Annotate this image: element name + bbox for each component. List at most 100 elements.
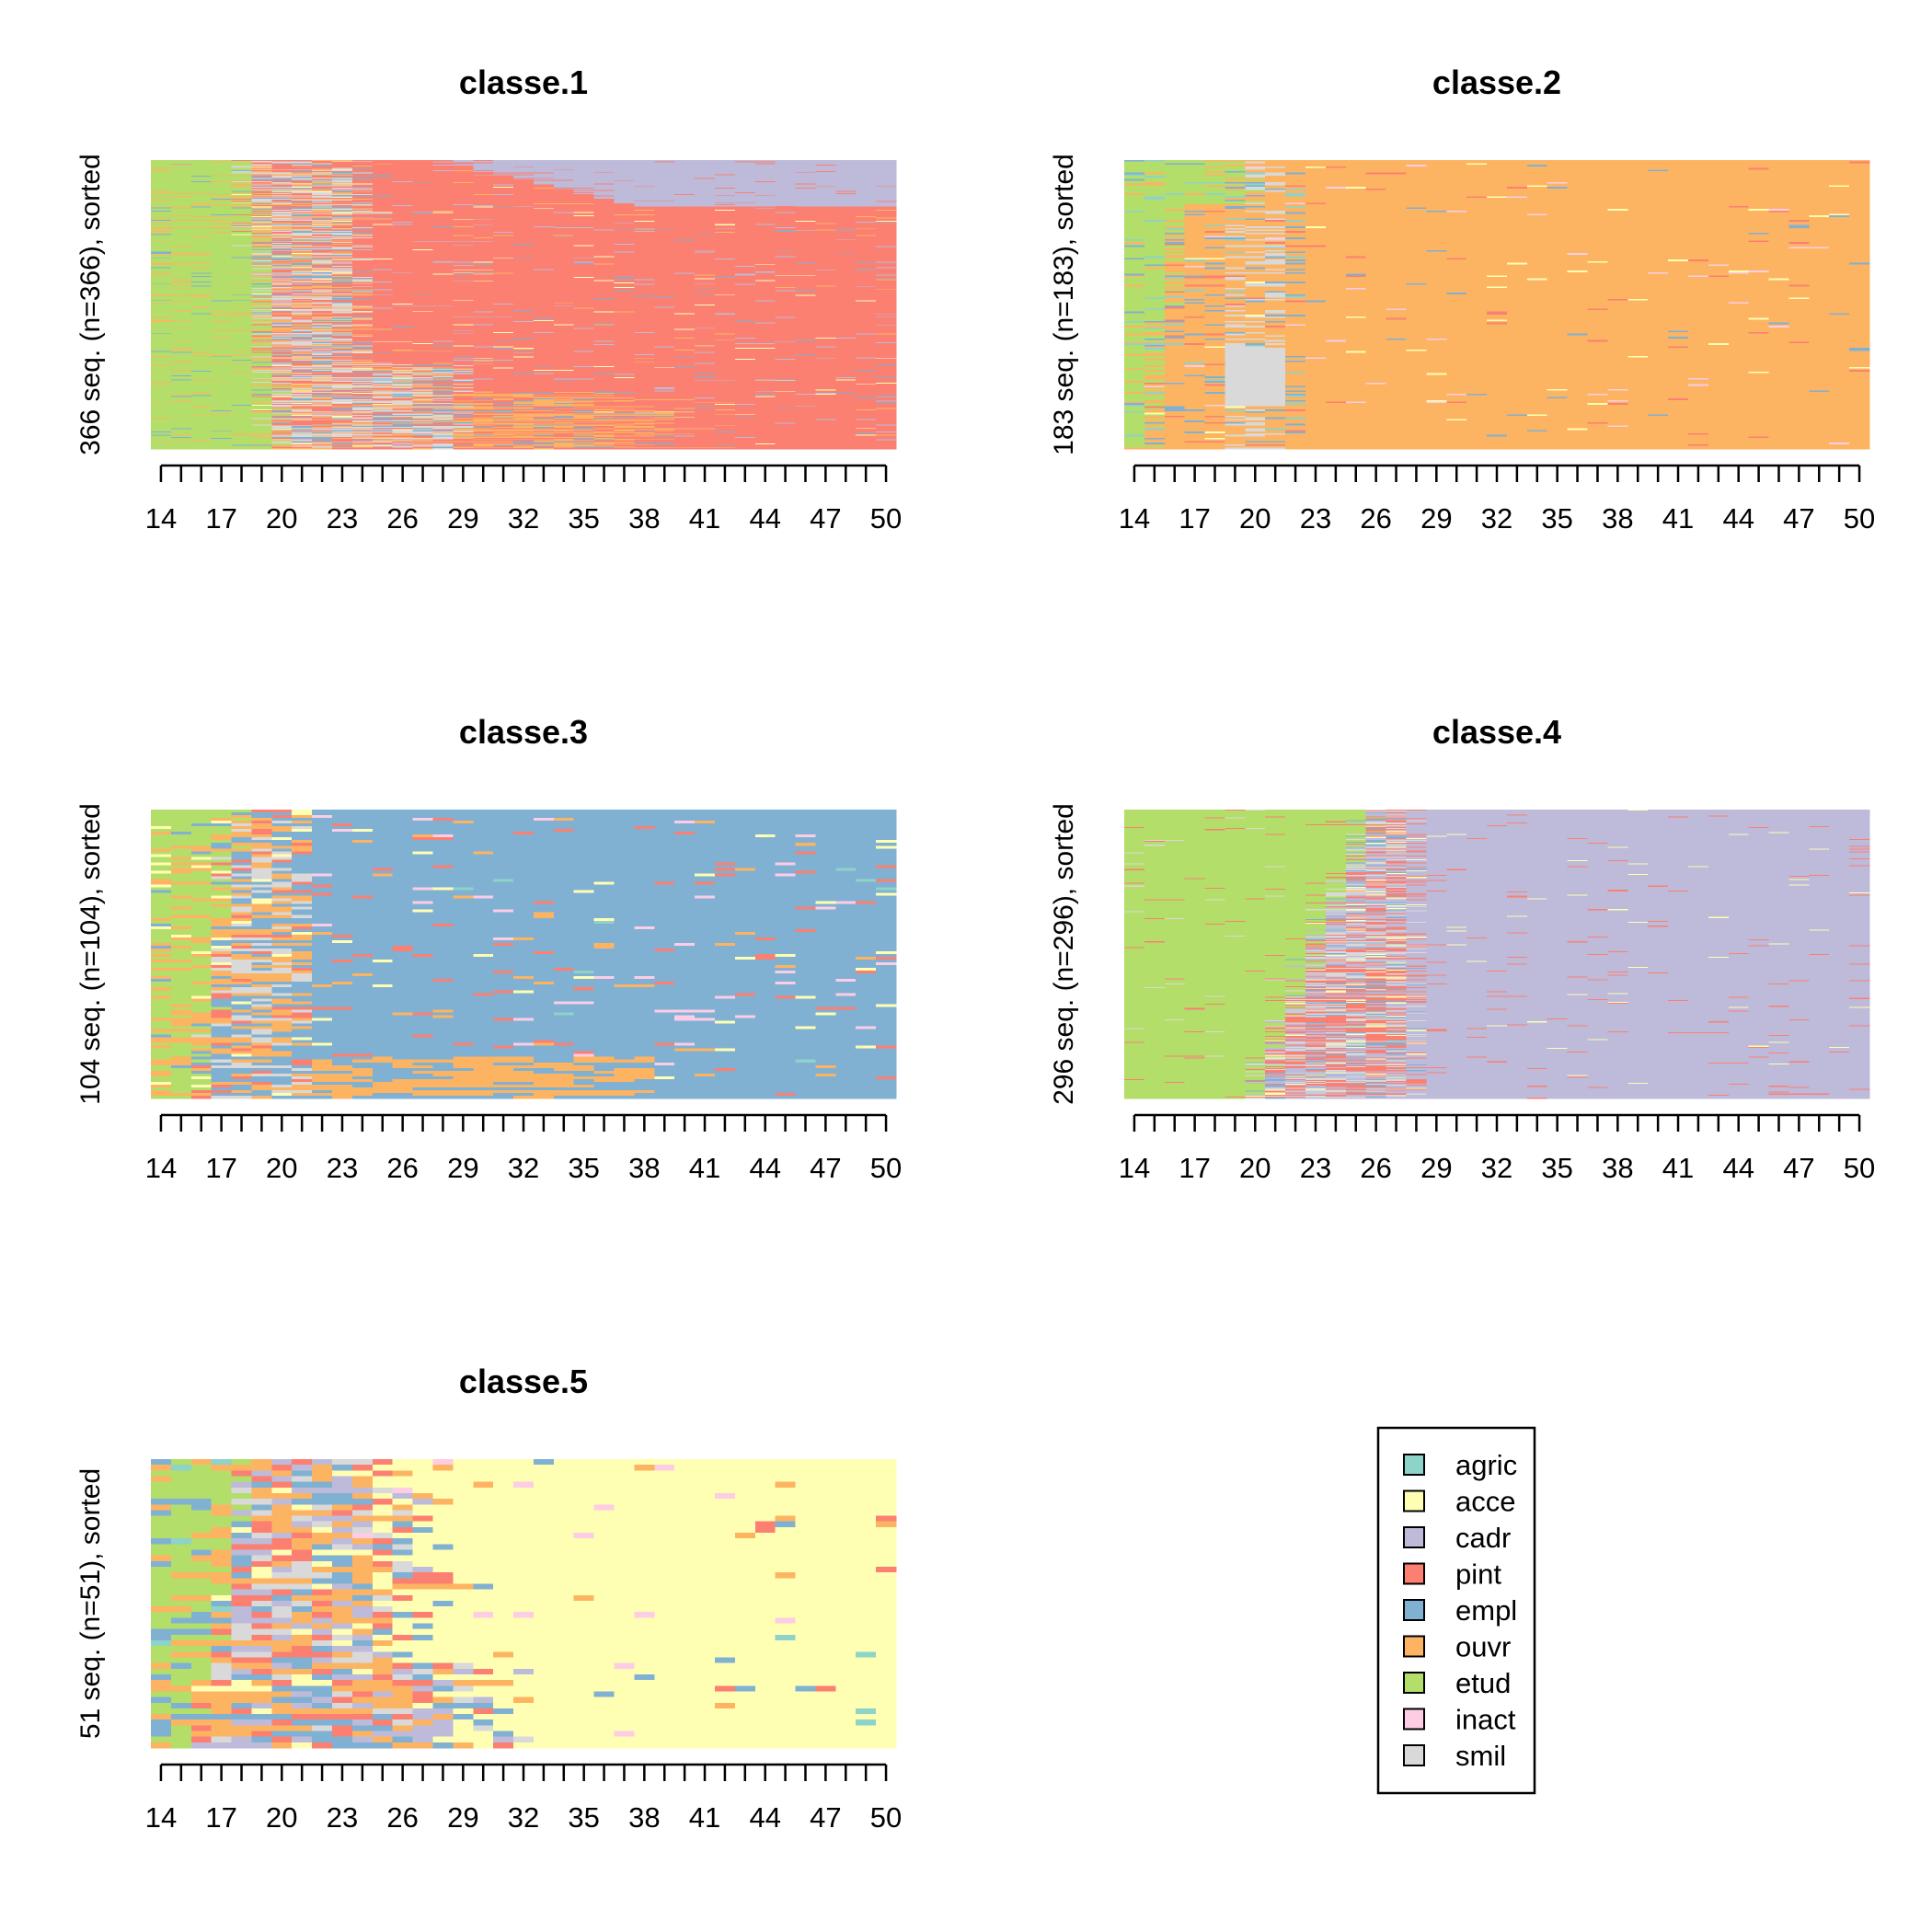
seq-segment-pint	[1768, 210, 1790, 213]
seq-segment-acce	[351, 336, 374, 338]
seq-segment-pint	[392, 427, 414, 430]
seq-segment-pint	[1365, 172, 1408, 176]
seq-segment-pint	[432, 429, 454, 431]
seq-segment-ouvr	[312, 431, 333, 433]
seq-segment-pint	[795, 287, 897, 289]
seq-segment-ouvr	[473, 360, 494, 362]
seq-segment-pint	[351, 190, 575, 192]
seq-segment-smil	[251, 309, 272, 311]
seq-segment-empl	[251, 248, 272, 251]
seq-segment-ouvr	[332, 184, 353, 187]
seq-segment-etud	[1164, 160, 1206, 163]
seq-segment-ouvr	[231, 815, 253, 819]
seq-segment-ouvr	[251, 245, 293, 247]
seq-segment-ouvr	[1285, 384, 1689, 386]
seq-segment-ouvr	[1204, 365, 1226, 368]
seq-segment-etud	[151, 162, 253, 165]
seq-segment-ouvr	[292, 898, 313, 903]
seq-segment-etud	[1124, 167, 1246, 170]
seq-segment-empl	[312, 369, 333, 371]
seq-segment-ouvr	[1164, 397, 1226, 399]
seq-segment-smil	[1225, 377, 1286, 381]
seq-segment-smil	[392, 394, 434, 397]
seq-segment-pint	[1748, 240, 1770, 243]
seq-segment-pint	[372, 282, 696, 285]
seq-segment-empl	[493, 444, 514, 447]
seq-segment-ouvr	[1285, 254, 1870, 258]
seq-segment-ouvr	[1305, 431, 1870, 434]
seq-segment-pint	[351, 230, 776, 232]
seq-segment-smil	[312, 226, 333, 228]
seq-segment-smil	[251, 870, 272, 875]
seq-segment-cadr	[714, 314, 736, 316]
seq-segment-ouvr	[170, 914, 213, 919]
seq-segment-ouvr	[1265, 176, 1870, 178]
seq-segment-smil	[1265, 293, 1286, 295]
seq-segment-etud	[151, 171, 233, 173]
seq-segment-etud	[151, 222, 233, 224]
seq-segment-empl	[312, 840, 353, 844]
seq-segment-etud	[151, 369, 253, 371]
seq-segment-pint	[876, 227, 897, 230]
seq-segment-ouvr	[332, 253, 353, 255]
seq-segment-ouvr	[170, 310, 192, 312]
seq-segment-etud	[151, 409, 253, 411]
seq-segment-ouvr	[1305, 393, 1447, 397]
seq-segment-ouvr	[312, 321, 353, 323]
seq-segment-empl	[332, 892, 877, 897]
seq-segment-etud	[151, 389, 253, 392]
seq-segment-pint	[654, 881, 675, 886]
seq-segment-pint	[392, 175, 474, 177]
seq-segment-pint	[714, 868, 736, 872]
seq-segment-smil	[1225, 245, 1286, 247]
seq-segment-empl	[553, 406, 575, 408]
seq-segment-cadr	[674, 410, 696, 413]
seq-segment-ouvr	[1386, 382, 1870, 385]
seq-segment-ouvr	[332, 220, 353, 222]
seq-segment-inact	[1567, 253, 1589, 256]
seq-segment-etud	[211, 254, 253, 257]
seq-segment-pint	[392, 365, 575, 368]
seq-segment-pint	[312, 228, 333, 231]
seq-segment-pint	[351, 305, 394, 307]
seq-segment-ouvr	[271, 287, 313, 290]
seq-segment-ouvr	[1829, 390, 1870, 393]
seq-segment-empl	[251, 887, 272, 891]
seq-segment-pint	[292, 204, 313, 206]
seq-segment-pint	[312, 884, 333, 889]
seq-segment-smil	[251, 356, 272, 359]
seq-segment-pint	[251, 301, 272, 304]
seq-segment-pint	[312, 215, 575, 217]
seq-segment-cadr	[754, 192, 897, 194]
seq-segment-pint	[876, 431, 897, 434]
seq-segment-empl	[754, 931, 897, 936]
seq-segment-ouvr	[271, 409, 293, 411]
seq-segment-etud	[1124, 221, 1186, 224]
seq-segment-pint	[634, 376, 696, 379]
seq-segment-pint	[473, 332, 897, 335]
seq-segment-agric	[1124, 410, 1145, 414]
seq-segment-ouvr	[1768, 371, 1870, 374]
seq-segment-cadr	[614, 183, 797, 186]
seq-segment-acce	[231, 202, 253, 204]
seq-segment-ouvr	[1184, 304, 1226, 306]
seq-segment-ouvr	[271, 901, 293, 905]
seq-segment-ouvr	[271, 414, 293, 416]
seq-segment-pint	[573, 324, 595, 326]
seq-segment-pint	[1587, 339, 1608, 342]
seq-segment-etud	[151, 393, 192, 395]
seq-segment-etud	[1124, 295, 1166, 298]
seq-segment-etud	[151, 213, 253, 215]
seq-segment-etud	[1124, 215, 1186, 218]
seq-segment-ouvr	[1164, 362, 1186, 364]
seq-segment-etud	[151, 193, 213, 196]
seq-segment-ouvr	[351, 423, 374, 426]
seq-segment-ouvr	[231, 354, 253, 356]
seq-segment-ouvr	[292, 269, 313, 270]
seq-segment-acce	[453, 271, 474, 274]
seq-segment-ouvr	[473, 414, 575, 416]
seq-segment-pint	[351, 254, 897, 256]
seq-segment-pint	[533, 258, 575, 259]
seq-segment-cadr	[695, 344, 716, 347]
seq-segment-etud	[151, 446, 272, 448]
